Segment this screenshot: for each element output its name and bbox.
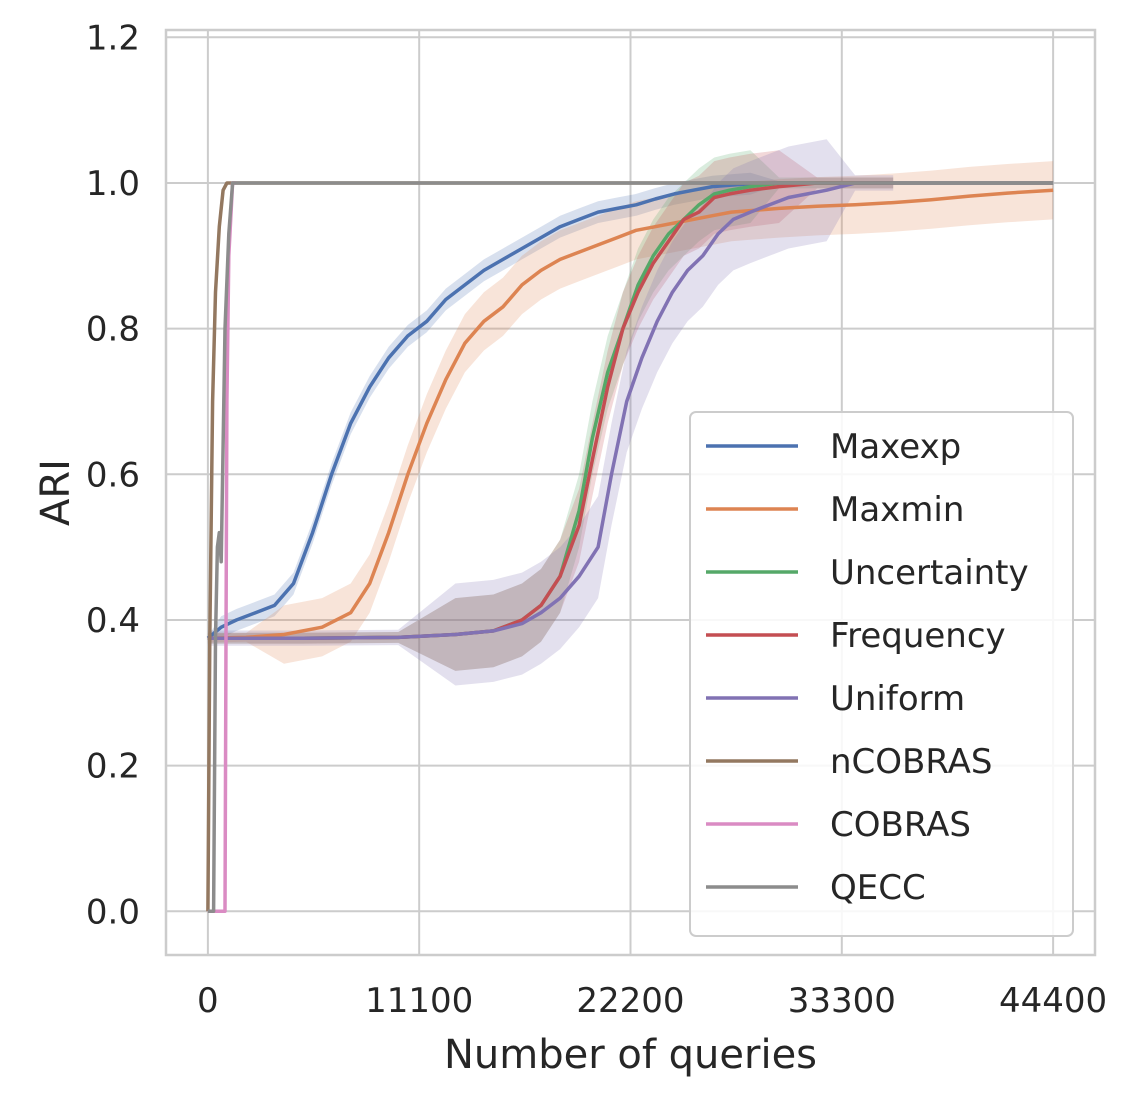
uniform-line <box>207 181 894 640</box>
y-axis-label: ARI <box>33 459 79 526</box>
y-tick-label: 0.0 <box>86 892 140 932</box>
legend: Maxexp Maxmin Uncertainty Frequency Uniform n… <box>689 411 1074 937</box>
series-lines <box>206 181 1054 914</box>
x-tick-label: 33300 <box>788 981 896 1021</box>
uncertainty-band <box>207 150 894 671</box>
legend-box <box>689 411 1074 937</box>
ncobras-line <box>206 181 1054 912</box>
maxexp-band <box>207 172 1054 640</box>
legend-label: nCOBRAS <box>830 742 992 782</box>
frequency-band <box>207 150 894 671</box>
y-tick-label: 0.6 <box>86 455 140 495</box>
confidence-bands <box>207 139 1054 686</box>
legend-label: Frequency <box>830 616 1006 656</box>
legend-label: Maxexp <box>830 427 961 467</box>
x-tick-label: 22200 <box>576 981 684 1021</box>
x-axis-label: Number of queries <box>444 1032 817 1078</box>
y-tick-label: 0.4 <box>86 601 140 641</box>
legend-label: QECC <box>830 868 926 908</box>
x-tick-label: 11100 <box>365 981 473 1021</box>
y-tick-label: 1.2 <box>86 18 140 58</box>
y-tick-label: 0.8 <box>86 310 140 350</box>
x-tick-label: 0 <box>197 981 219 1021</box>
legend-label: Uniform <box>830 679 965 719</box>
y-tick-label: 1.0 <box>86 164 140 204</box>
uniform-band <box>207 139 894 686</box>
qecc-line <box>207 181 1054 914</box>
legend-label: Maxmin <box>830 490 964 530</box>
y-tick-label: 0.2 <box>86 747 140 787</box>
maxmin-band <box>207 161 1054 664</box>
legend-label: Uncertainty <box>830 553 1029 593</box>
x-tick-label: 44400 <box>999 981 1107 1021</box>
x-axis-ticks: 0 11100 22200 33300 44400 <box>197 981 1107 1021</box>
legend-label: COBRAS <box>830 805 971 845</box>
maxmin-line <box>207 188 1054 640</box>
y-axis-ticks: 0.0 0.2 0.4 0.6 0.8 1.0 1.2 <box>86 18 140 932</box>
